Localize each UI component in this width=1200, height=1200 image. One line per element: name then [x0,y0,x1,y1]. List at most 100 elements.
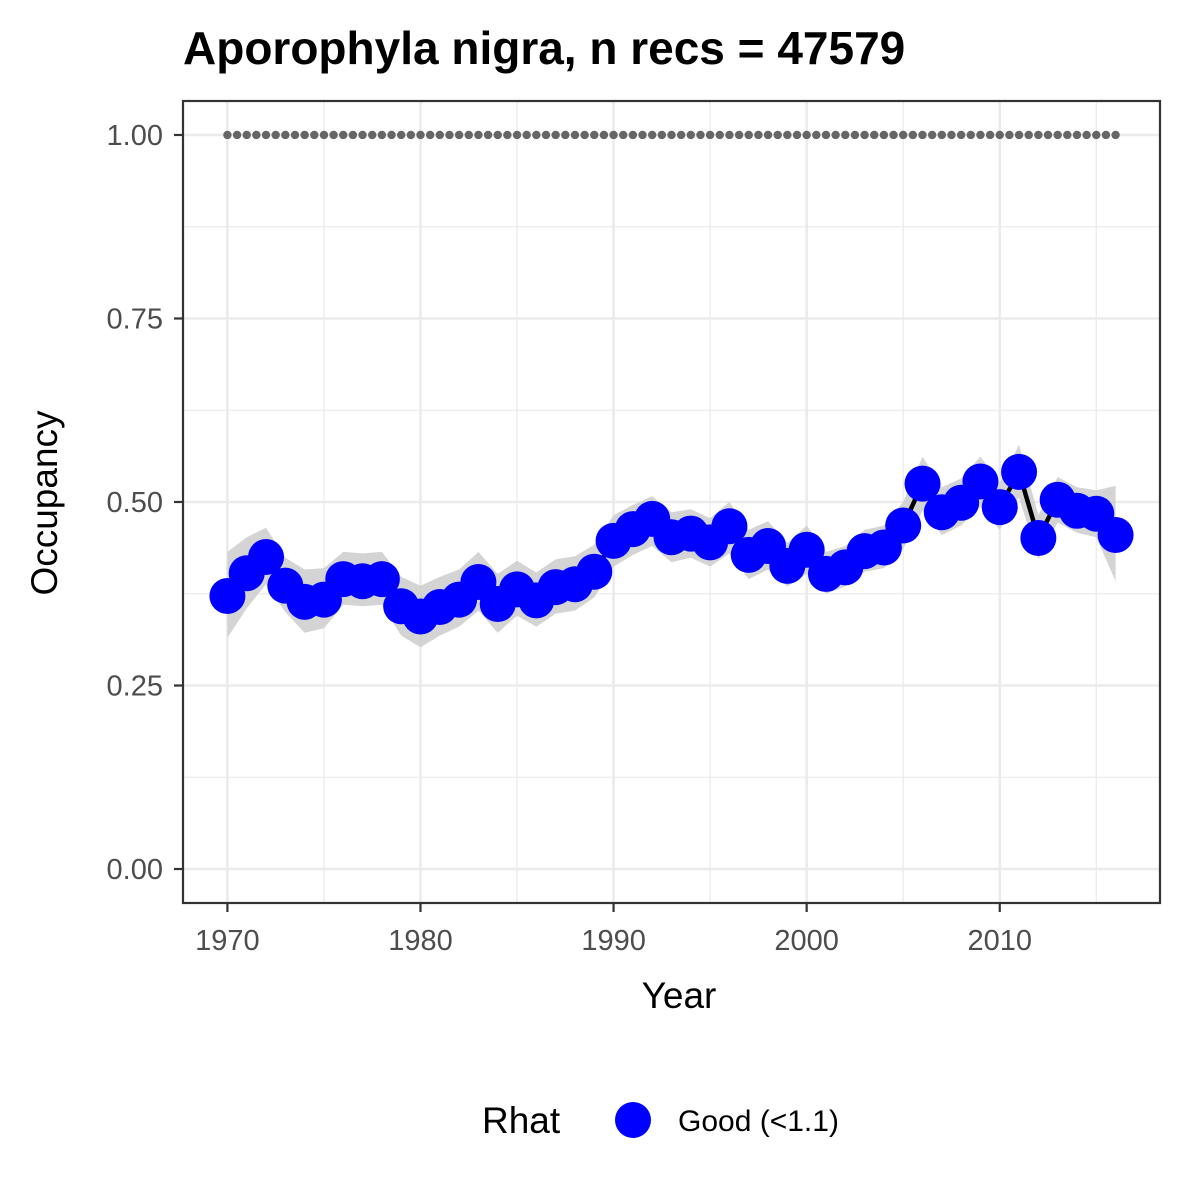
y-tick-label: 0.25 [107,671,163,703]
reference-dot [300,130,309,140]
reference-dot [242,130,251,140]
x-axis: 1970 1980 1990 2000 2010 [195,903,1032,957]
reference-dot [570,130,580,140]
reference-dot [319,130,329,140]
reference-dot [715,130,724,140]
reference-dot [985,130,995,140]
reference-dot [676,130,686,140]
reference-dot [1024,130,1033,140]
reference-dot [580,130,589,140]
reference-dot [1005,130,1014,140]
reference-dot [812,130,821,140]
data-point [248,539,285,576]
y-tick-label: 0.75 [107,303,163,335]
reference-dot [1043,130,1053,140]
x-tick-label: 1990 [581,925,646,957]
reference-dot [1014,130,1024,140]
x-tick-label: 1980 [388,925,453,957]
reference-dot [532,130,541,140]
reference-dot [947,130,956,140]
chart-title: Aporophyla nigra, n recs = 47579 [183,22,905,74]
reference-dot [368,130,377,140]
reference-dot [290,130,300,140]
reference-dot [898,130,908,140]
reference-dot [396,130,406,140]
reference-dot [966,130,975,140]
reference-dot [406,130,416,140]
reference-dot [860,130,869,140]
reference-dot [483,130,493,140]
x-axis-title: Year [642,975,717,1016]
reference-dot [850,130,860,140]
data-point [962,463,999,500]
data-point [1097,517,1134,554]
reference-dot [1082,130,1091,140]
data-point [1020,519,1057,556]
reference-dot [927,130,937,140]
reference-dot [464,130,473,140]
data-point [1001,453,1038,490]
reference-dot [512,130,522,140]
reference-dot [918,130,927,140]
reference-dot [879,130,889,140]
reference-dot [561,130,570,140]
data-point [711,508,748,545]
reference-dot [773,130,782,140]
data-point [363,561,400,598]
reference-dot [725,130,734,140]
reference-dot [445,130,454,140]
reference-dot [841,130,850,140]
y-tick-label: 0.50 [107,487,163,519]
reference-dot [339,130,348,140]
reference-dot [599,130,609,140]
reference-dot [889,130,898,140]
reference-dot [223,130,232,140]
reference-dot [1072,130,1082,140]
reference-dot [541,130,551,140]
reference-dot [956,130,966,140]
reference-dot [686,130,696,140]
reference-dot [425,130,435,140]
x-tick-label: 2000 [774,925,839,957]
reference-dot [232,130,242,140]
x-tick-label: 2010 [967,925,1032,957]
reference-dot [454,130,464,140]
reference-dot [1092,130,1101,140]
legend-title: Rhat [482,1100,561,1141]
reference-dot [667,130,676,140]
reference-dot [1111,130,1120,140]
reference-dot [387,130,396,140]
reference-dot [734,130,744,140]
reference-dot [647,130,657,140]
reference-dot [1053,130,1062,140]
reference-dot [503,130,512,140]
reference-dot [976,130,985,140]
reference-dot [1101,130,1111,140]
reference-dot [1034,130,1043,140]
legend-key-good [615,1102,651,1138]
data-point [576,553,613,590]
reference-dot [609,130,618,140]
data-points-layer [209,453,1134,635]
y-tick-label: 0.00 [107,854,163,886]
legend-label-good: Good (<1.1) [678,1105,839,1138]
reference-dot [358,130,367,140]
data-point [904,465,941,502]
reference-dot [831,130,840,140]
data-point [788,531,825,568]
reference-line-layer [223,130,1120,140]
reference-dot [705,130,715,140]
reference-dot [937,130,947,140]
reference-dot [744,130,753,140]
reference-dot [551,130,560,140]
reference-dot [802,130,811,140]
reference-dot [416,130,425,140]
reference-dot [281,130,290,140]
reference-dot [261,130,271,140]
reference-dot [474,130,483,140]
reference-dot [435,130,445,140]
y-axis-title: Occupancy [24,410,65,596]
reference-dot [628,130,638,140]
reference-dot [590,130,599,140]
